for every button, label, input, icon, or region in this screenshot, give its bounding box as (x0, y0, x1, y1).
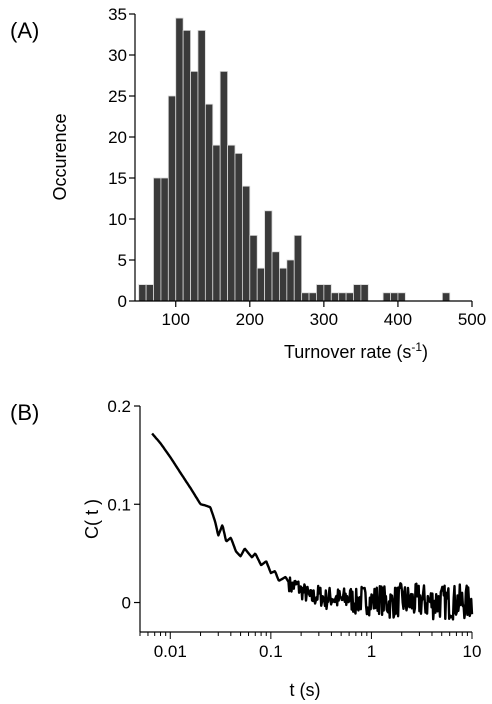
histogram-bar (286, 259, 295, 302)
y-tick-label-a: 20 (108, 128, 127, 147)
histogram-bar (360, 284, 369, 302)
y-tick-label-a: 35 (108, 5, 127, 24)
histogram-bar (271, 251, 280, 302)
histogram-bar (234, 152, 243, 302)
histogram-bar (145, 284, 154, 302)
histogram-bar (256, 267, 266, 302)
histogram-bars (138, 17, 451, 302)
histogram-bar (293, 234, 303, 302)
histogram-bar (204, 103, 214, 302)
histogram-bar (249, 234, 258, 302)
histogram-bar (175, 17, 184, 302)
y-tick-label-b: 0.1 (107, 495, 131, 514)
histogram-bar (279, 267, 288, 302)
x-tick-label-b: 0.1 (259, 642, 283, 661)
y-axis-title-b: C( t ) (82, 499, 102, 539)
histogram-bar (138, 284, 147, 302)
histogram-bar (345, 292, 354, 302)
histogram-bar (308, 292, 317, 302)
y-tick-label-a: 30 (108, 46, 127, 65)
x-tick-label-a: 200 (236, 310, 264, 329)
x-tick-label-b: 10 (463, 642, 482, 661)
histogram-bar (167, 95, 177, 302)
x-tick-label-a: 400 (384, 310, 412, 329)
correlation-panel: (B) 0 0.1 0.2 0.01 0.1 1 10 t (s) C( t ) (10, 397, 481, 700)
x-axis-title-a: Turnover rate (s-1) (284, 340, 428, 362)
x-tick-label-a: 300 (310, 310, 338, 329)
histogram-bar (212, 144, 221, 302)
histogram-bar (153, 177, 162, 302)
histogram-bar (397, 292, 406, 302)
histogram-bar (264, 210, 273, 302)
histogram-bar (316, 284, 325, 302)
histogram-bar (330, 292, 340, 302)
histogram-bar (353, 284, 362, 302)
histogram-bar (241, 185, 251, 302)
histogram-bar (160, 177, 169, 302)
histogram-bar (227, 144, 236, 302)
x-axis-title-a-main: Turnover rate (s (284, 342, 411, 362)
y-tick-label-b: 0 (122, 594, 131, 613)
x-tick-label-b: 1 (367, 642, 376, 661)
x-tick-label-a: 100 (162, 310, 190, 329)
histogram-bar (323, 284, 332, 302)
histogram-panel: (A) 0 5 10 15 20 25 30 35 100 200 300 400 500 Turnov… (10, 5, 486, 362)
histogram-bar (382, 292, 391, 302)
y-tick-label-a: 10 (108, 210, 127, 229)
y-tick-label-a: 0 (118, 292, 127, 311)
histogram-bar (338, 292, 347, 302)
correlation-axes: 0 0.1 0.2 0.01 0.1 1 10 (107, 397, 481, 661)
y-tick-label-a: 5 (118, 251, 127, 270)
panel-label-b: (B) (10, 400, 39, 425)
histogram-bar (441, 292, 451, 302)
x-tick-label-b: 0.01 (154, 642, 187, 661)
correlation-line (151, 432, 474, 621)
histogram-bar (197, 29, 206, 302)
histogram-bar (190, 71, 199, 302)
x-tick-label-a: 500 (458, 310, 486, 329)
x-axis-title-a-suffix: ) (422, 342, 428, 362)
x-axis-title-a-superscript: -1 (411, 340, 422, 354)
histogram-bar (182, 29, 191, 302)
histogram-bar (301, 292, 310, 302)
panel-label-a: (A) (10, 18, 39, 43)
y-tick-label-a: 25 (108, 87, 127, 106)
y-tick-label-b: 0.2 (107, 397, 131, 416)
histogram-bar (219, 71, 228, 302)
histogram-axes: 0 5 10 15 20 25 30 35 100 200 300 400 500 (108, 5, 486, 329)
y-tick-label-a: 15 (108, 169, 127, 188)
x-axis-title-b: t (s) (290, 680, 321, 700)
histogram-bar (390, 292, 399, 302)
y-axis-title-a: Occurence (50, 113, 70, 200)
